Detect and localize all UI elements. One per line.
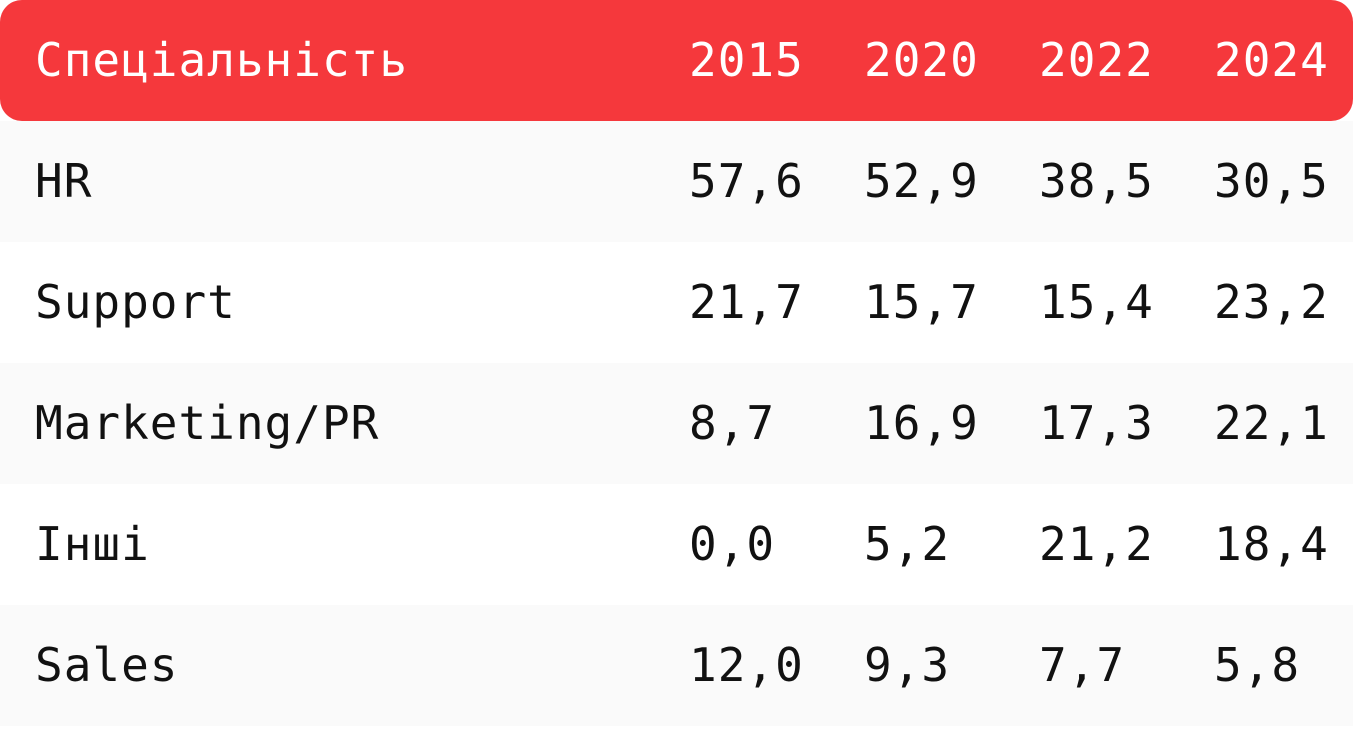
table-row: Інші 0,0 5,2 21,2 18,4: [0, 484, 1353, 605]
cell-value: 0,0: [689, 517, 776, 571]
table-row: Support 21,7 15,7 15,4 23,2: [0, 242, 1353, 363]
cell-value: 21,2: [1039, 517, 1154, 571]
cell-value: 16,9: [864, 396, 979, 450]
table-header-row: Спеціальність 2015 2020 2022 2024: [0, 0, 1353, 121]
cell-value: 15,4: [1039, 275, 1154, 329]
table-row: Sales 12,0 9,3 7,7 5,8: [0, 605, 1353, 726]
row-label: Marketing/PR: [35, 396, 380, 450]
row-label: HR: [35, 154, 93, 208]
cell-value: 23,2: [1214, 275, 1329, 329]
cell-value: 8,7: [689, 396, 776, 450]
table-row: Marketing/PR 8,7 16,9 17,3 22,1: [0, 363, 1353, 484]
cell-value: 21,7: [689, 275, 804, 329]
row-label: Інші: [35, 517, 150, 571]
cell-value: 5,8: [1214, 638, 1301, 692]
cell-value: 17,3: [1039, 396, 1154, 450]
cell-value: 7,7: [1039, 638, 1126, 692]
cell-value: 12,0: [689, 638, 804, 692]
cell-value: 18,4: [1214, 517, 1329, 571]
row-label: Support: [35, 275, 236, 329]
cell-value: 22,1: [1214, 396, 1329, 450]
header-year-2024: 2024: [1214, 33, 1329, 87]
row-label: Sales: [35, 638, 179, 692]
header-year-2020: 2020: [864, 33, 979, 87]
cell-value: 15,7: [864, 275, 979, 329]
cell-value: 57,6: [689, 154, 804, 208]
cell-value: 30,5: [1214, 154, 1329, 208]
cell-value: 52,9: [864, 154, 979, 208]
header-year-2015: 2015: [689, 33, 804, 87]
cell-value: 5,2: [864, 517, 951, 571]
header-specialty: Спеціальність: [35, 33, 409, 87]
cell-value: 38,5: [1039, 154, 1154, 208]
cell-value: 9,3: [864, 638, 951, 692]
header-year-2022: 2022: [1039, 33, 1154, 87]
table-row: HR 57,6 52,9 38,5 30,5: [0, 121, 1353, 242]
